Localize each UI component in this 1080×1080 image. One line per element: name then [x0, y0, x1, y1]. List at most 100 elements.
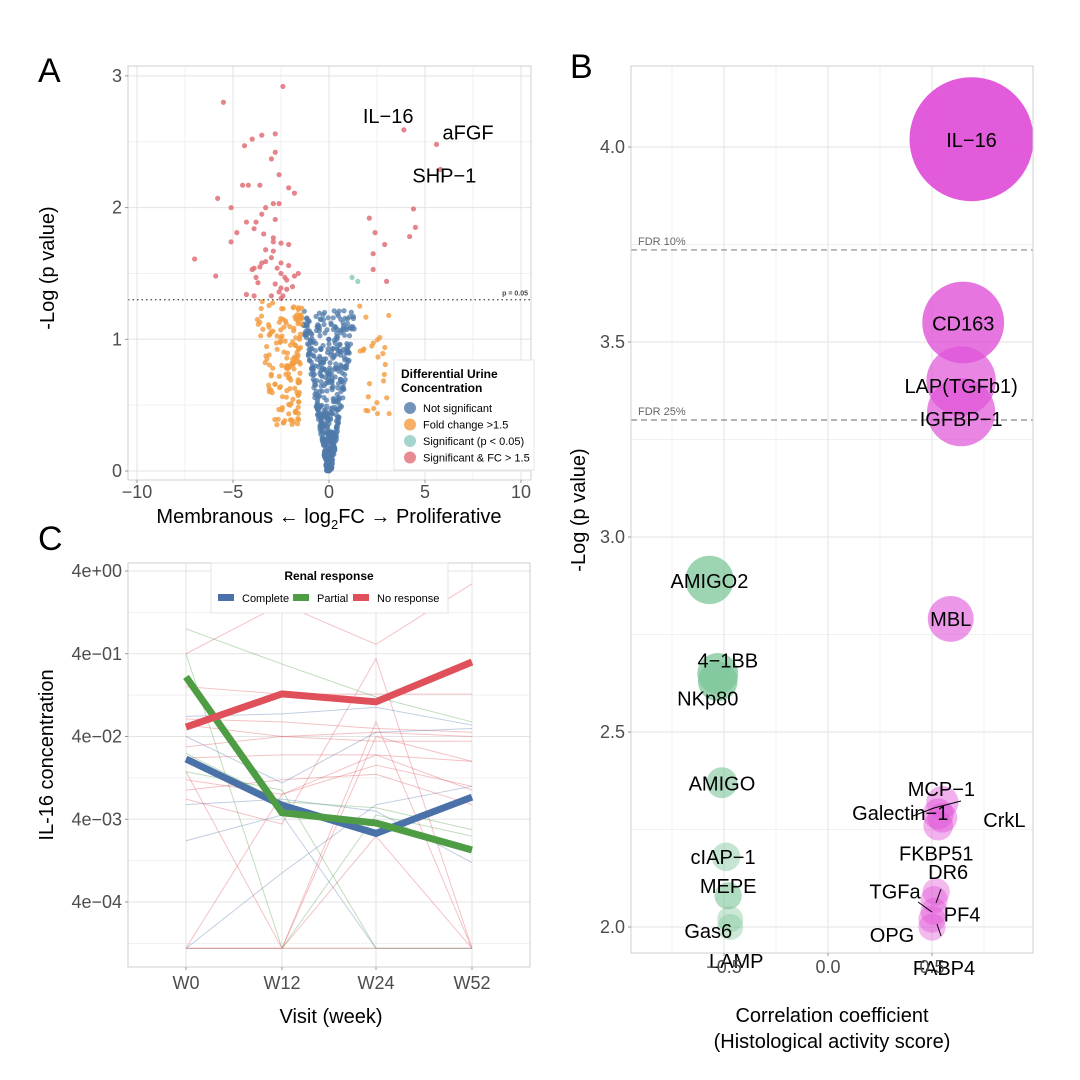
point-significant-fc [437, 166, 443, 173]
point-not-significant [334, 333, 341, 340]
point-not-significant [324, 458, 330, 464]
point-fold-change [260, 326, 266, 332]
bubble-label: FABP4 [913, 958, 975, 980]
point-fold-change [375, 354, 381, 360]
point-fold-change [270, 365, 276, 371]
point-fold-change [278, 327, 284, 333]
label-leader-line [917, 901, 933, 913]
point-not-significant [338, 379, 345, 385]
point-not-significant [324, 388, 330, 394]
bubble-label: OPG [870, 925, 914, 947]
x-tick-label: W0 [173, 973, 200, 993]
point-not-significant [341, 308, 347, 314]
point-not-significant [337, 348, 343, 355]
point-not-significant [327, 415, 333, 421]
bubble-label: DR6 [928, 862, 968, 884]
point-not-significant [316, 394, 322, 400]
point-significant-fc [295, 270, 301, 277]
y-tick-label: 2.0 [600, 917, 625, 937]
point-not-significant [319, 435, 325, 441]
point-not-significant [313, 313, 319, 319]
point-significant-fc [213, 273, 219, 279]
bubble [697, 661, 738, 702]
panel-b-bubble-plot: FDR 10% FDR 25% IL−16 CD163 LAP(TGFb1) IGFBP… [568, 65, 1034, 1053]
point-fold-change [279, 362, 285, 369]
x-title-part-1: Membranous ← log [156, 506, 331, 528]
individual-line [185, 657, 473, 949]
point-not-significant [317, 423, 323, 429]
mean-line-complete [184, 755, 474, 838]
panel-letter-a: A [38, 52, 61, 90]
point-fold-change [381, 371, 387, 378]
point-not-significant [307, 350, 313, 356]
point-fold-change [264, 343, 270, 350]
point-fold-change [279, 306, 285, 312]
point-not-significant [324, 463, 330, 470]
point-fold-change [295, 380, 301, 386]
panel-b-bubbles [685, 77, 1034, 941]
point-not-significant [346, 333, 353, 339]
label-leader-line [935, 888, 942, 904]
point-significant-fc [433, 141, 440, 147]
point-significant-fc [249, 136, 255, 142]
point-not-significant [321, 394, 327, 401]
point-not-significant [348, 309, 354, 315]
bubble-label: MEPE [700, 876, 757, 898]
panel-a-x-axis-title: Membranous ← log2FC → Proliferative [156, 506, 501, 532]
point-fold-change [266, 382, 272, 388]
point-significant-fc [278, 270, 284, 277]
point-significant-fc [272, 149, 278, 155]
point-not-significant [327, 410, 333, 416]
bubble-label: NKp80 [677, 688, 738, 710]
point-significant-fc [372, 230, 378, 236]
point-fold-change [279, 407, 285, 413]
y-tick-label: 3 [112, 66, 122, 86]
individual-line [185, 785, 473, 949]
point-not-significant [324, 327, 330, 333]
point-fold-change [386, 312, 392, 319]
point-significant-fc [270, 239, 276, 245]
point-not-significant [325, 378, 331, 384]
point-fold-change [374, 337, 380, 343]
point-not-significant [325, 315, 331, 321]
point-fold-change [273, 340, 279, 346]
fdr-threshold-label: FDR 10% [638, 236, 686, 248]
point-not-significant [308, 346, 314, 352]
point-not-significant [317, 370, 323, 376]
point-not-significant [317, 333, 323, 339]
point-significant-fc [289, 284, 296, 290]
point-significant-fc [286, 185, 292, 191]
point-fold-change [369, 343, 375, 349]
point-fold-change [296, 399, 302, 405]
point-fold-change [386, 411, 392, 417]
point-fold-change [371, 405, 377, 412]
bubble-label: AMIGO2 [671, 571, 749, 593]
point-fold-change [284, 388, 290, 394]
bubble [927, 595, 974, 642]
bubble-label: 4−1BB [697, 651, 758, 673]
point-not-significant [327, 450, 333, 456]
point-fold-change [295, 417, 302, 423]
point-fold-change [266, 362, 273, 368]
legend-swatch [404, 451, 416, 464]
point-significant-fc [278, 285, 284, 291]
point-fold-change [268, 373, 274, 379]
point-fold-change [374, 400, 380, 406]
point-significant-fc [270, 201, 276, 207]
point-significant-fc [255, 280, 261, 286]
point-not-significant [342, 315, 348, 321]
legend-entry-label: Not significant [423, 403, 492, 415]
point-fold-change [274, 422, 280, 428]
point-significant-fc [228, 239, 234, 245]
point-fold-change [292, 342, 298, 348]
point-significant-fc [192, 256, 198, 262]
y-tick-label: 0 [112, 461, 122, 481]
point-significant-fc [240, 182, 246, 188]
point-significant-fc [215, 195, 221, 201]
point-not-significant [312, 363, 318, 369]
point-fold-change [287, 324, 293, 330]
point-not-significant [309, 340, 315, 346]
point-fold-change [286, 411, 292, 417]
point-fold-change [277, 384, 283, 391]
